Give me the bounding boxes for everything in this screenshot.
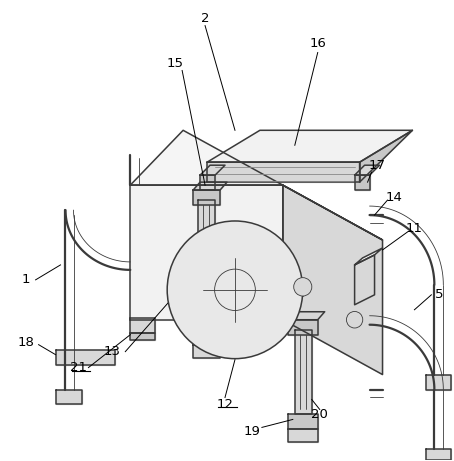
Text: 19: 19 [243, 425, 260, 438]
Polygon shape [200, 165, 225, 175]
Polygon shape [295, 330, 312, 414]
Polygon shape [193, 182, 227, 190]
Text: 13: 13 [104, 345, 121, 358]
Text: 20: 20 [311, 408, 328, 421]
Text: 17: 17 [369, 159, 386, 171]
Polygon shape [193, 345, 220, 358]
Text: 11: 11 [406, 221, 423, 235]
Polygon shape [283, 185, 383, 375]
Polygon shape [207, 130, 412, 162]
Circle shape [346, 312, 363, 328]
Text: 5: 5 [435, 288, 444, 301]
Circle shape [167, 221, 303, 359]
Polygon shape [355, 248, 383, 265]
Text: 1: 1 [21, 273, 30, 286]
Polygon shape [55, 349, 115, 365]
Polygon shape [193, 330, 220, 345]
Polygon shape [288, 312, 325, 320]
Polygon shape [130, 333, 155, 340]
Polygon shape [55, 390, 83, 404]
Polygon shape [207, 162, 360, 182]
Polygon shape [355, 175, 370, 190]
Polygon shape [426, 375, 451, 390]
Text: 18: 18 [17, 336, 34, 349]
Text: 15: 15 [167, 57, 184, 70]
Text: 14: 14 [386, 190, 403, 204]
Polygon shape [288, 414, 318, 429]
Polygon shape [360, 130, 412, 182]
Text: 12: 12 [217, 398, 233, 411]
Polygon shape [355, 165, 380, 175]
Polygon shape [355, 255, 375, 305]
Polygon shape [288, 320, 318, 335]
Text: 21: 21 [70, 361, 87, 374]
Circle shape [294, 278, 312, 296]
Text: 2: 2 [201, 12, 209, 25]
Polygon shape [200, 175, 215, 190]
Polygon shape [130, 185, 283, 320]
Polygon shape [130, 318, 155, 333]
Polygon shape [426, 449, 451, 460]
Polygon shape [288, 429, 318, 443]
Polygon shape [130, 130, 383, 240]
Text: 16: 16 [309, 37, 326, 50]
Polygon shape [193, 190, 220, 205]
Polygon shape [198, 200, 215, 330]
